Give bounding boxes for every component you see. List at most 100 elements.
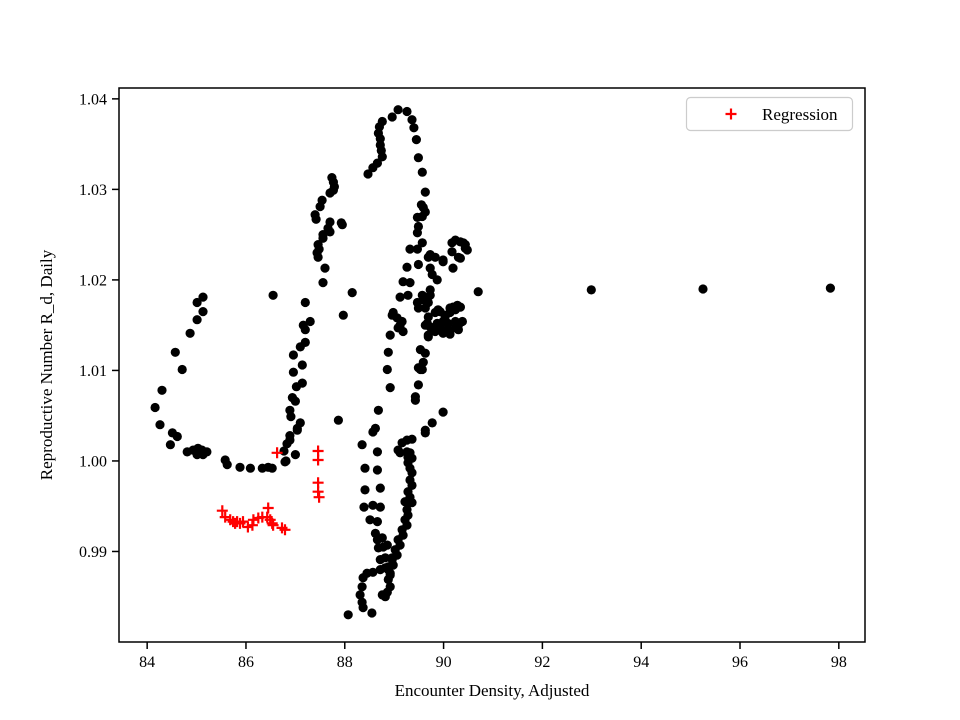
x-tick-label: 98 [831,654,847,671]
data-point [291,382,301,392]
data-point [325,188,335,198]
data-point [192,315,202,325]
data-point [387,310,397,320]
data-point [380,553,390,563]
data-point [279,446,289,456]
data-point [198,307,208,317]
data-point [423,330,433,340]
data-point [363,169,373,179]
regression-point [216,505,228,517]
regression-point [271,447,283,459]
data-point [387,112,397,122]
data-point [150,402,160,413]
data-point [403,290,413,300]
data-point [383,347,393,357]
data-point [438,257,448,267]
regression-point [279,524,291,536]
data-point [305,316,315,327]
data-point [420,428,430,438]
data-point [318,233,328,243]
data-point [357,582,367,592]
data-point [423,312,433,322]
data-point [282,439,292,449]
data-point [407,453,417,463]
data-point [398,277,408,287]
data-point [413,153,423,163]
data-point [375,502,385,512]
data-point [405,278,415,288]
y-tick-label: 1.04 [79,91,107,108]
data-point [292,425,302,435]
data-point [417,238,427,248]
data-point [398,326,408,337]
data-point [410,395,420,405]
data-point [413,380,423,390]
data-point [372,465,382,475]
y-tick-label: 1.02 [79,272,107,289]
x-tick-label: 86 [238,654,254,671]
data-point [365,515,375,525]
x-tick-label: 90 [436,654,452,671]
data-point [360,463,370,473]
data-point [448,263,458,273]
data-point [395,292,405,302]
x-axis-label: Encounter Density, Adjusted [395,681,590,700]
data-point [433,305,443,315]
data-point [407,115,417,125]
data-point [377,152,387,162]
data-point [698,284,708,294]
data-point [407,468,417,478]
data-point [343,610,353,620]
data-point [402,106,412,117]
data-point [368,163,378,173]
data-point [457,316,467,327]
data-point [382,540,392,550]
data-point [300,297,310,308]
data-point [411,135,421,145]
data-point [409,123,419,133]
data-point [405,244,415,254]
regression-plus-icon [725,108,737,120]
data-point [185,328,195,338]
data-point [360,485,370,495]
data-point [450,235,460,245]
data-point [359,502,369,512]
data-point [586,285,596,295]
data-point [157,385,167,395]
data-point [420,303,430,313]
data-point [290,450,300,460]
data-point [455,253,465,263]
data-point [290,396,300,406]
data-point [368,427,378,437]
data-point [385,383,395,393]
y-axis-ticks: 0.99 1.00 1.01 1.02 1.03 1.04 [79,91,119,561]
data-point [382,364,392,375]
legend-box [685,96,854,132]
data-point [245,463,255,473]
data-point [368,567,378,577]
data-point [347,288,357,298]
y-tick-label: 1.00 [79,453,107,470]
plot-area [118,87,866,643]
data-point [170,347,180,357]
regression-point [313,491,325,503]
data-point [402,262,412,272]
data-point [368,500,378,510]
regression-point [312,454,324,466]
data-point [280,457,290,467]
data-point [297,360,307,370]
data-point [387,553,397,563]
data-point [417,364,427,375]
data-point [288,350,298,360]
data-point [295,342,305,352]
regression-point [247,514,259,526]
data-point [300,325,310,335]
x-tick-label: 84 [139,654,155,671]
data-point [425,290,435,300]
data-point [222,460,232,470]
x-tick-label: 94 [633,654,649,671]
y-tick-label: 1.03 [79,182,107,199]
data-point [397,438,407,448]
data-point [358,573,368,583]
data-point [288,367,298,377]
